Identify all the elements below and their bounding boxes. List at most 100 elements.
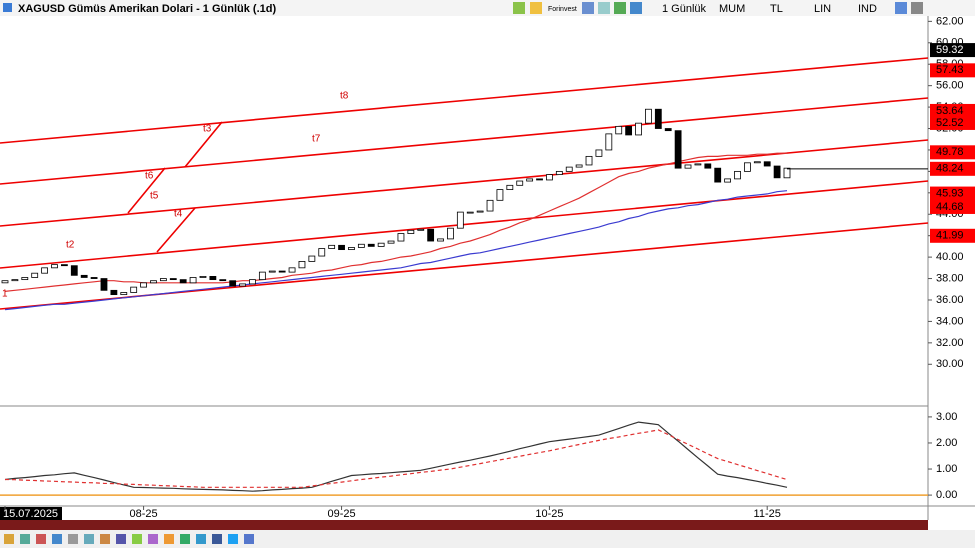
candle-body bbox=[704, 163, 712, 169]
icon[interactable] bbox=[895, 2, 907, 14]
trend-line bbox=[0, 180, 929, 269]
price-label-box bbox=[930, 115, 975, 130]
price-label: 41.99 bbox=[936, 230, 964, 242]
candle-body bbox=[773, 165, 781, 179]
icon[interactable] bbox=[196, 534, 206, 544]
candle-body bbox=[417, 228, 425, 231]
trend-label: t2 bbox=[66, 240, 75, 251]
trend-label: t5 bbox=[150, 191, 159, 202]
price-label-box bbox=[930, 103, 975, 118]
trend-label: t3 bbox=[203, 124, 212, 135]
icon[interactable] bbox=[598, 2, 610, 14]
candle-body bbox=[130, 286, 138, 293]
icon[interactable] bbox=[164, 534, 174, 544]
icon[interactable] bbox=[513, 2, 525, 14]
menu-icon[interactable] bbox=[3, 3, 12, 12]
icon[interactable] bbox=[52, 534, 62, 544]
icon[interactable] bbox=[148, 534, 158, 544]
y-tick-label: 3.00 bbox=[936, 411, 957, 423]
icon[interactable] bbox=[68, 534, 78, 544]
candle-body bbox=[169, 278, 177, 281]
chart-title: XAGUSD Gümüs Amerikan Dolari - 1 Günlük … bbox=[18, 3, 276, 15]
scale[interactable]: LIN bbox=[814, 3, 831, 15]
candle-body bbox=[338, 244, 345, 251]
price-label: 53.64 bbox=[936, 105, 964, 117]
candle-body bbox=[575, 164, 583, 168]
icon[interactable] bbox=[84, 534, 94, 544]
candle-body bbox=[674, 130, 682, 169]
price-label-box bbox=[930, 199, 975, 214]
candle-body bbox=[506, 184, 514, 191]
price-label-box bbox=[930, 228, 975, 243]
period[interactable]: 1 Günlük bbox=[662, 3, 707, 15]
candle-body bbox=[546, 174, 553, 181]
trend-line bbox=[0, 139, 929, 227]
currency[interactable]: TL bbox=[770, 3, 783, 15]
candle-body bbox=[625, 125, 633, 136]
icon[interactable] bbox=[212, 534, 222, 544]
candle-body bbox=[447, 227, 454, 240]
toolbar bbox=[0, 0, 975, 16]
x-tick-label: 09-25 bbox=[327, 508, 355, 520]
trend-lines bbox=[0, 57, 929, 310]
candle-body bbox=[635, 122, 642, 136]
icon[interactable] bbox=[582, 2, 594, 14]
candle-body bbox=[585, 155, 593, 166]
price-label: 44.68 bbox=[936, 201, 964, 213]
trend-label: 1 bbox=[2, 289, 8, 300]
candle-body bbox=[70, 265, 78, 276]
line-series bbox=[4, 190, 788, 311]
icon[interactable] bbox=[530, 2, 542, 14]
candle-body bbox=[526, 178, 534, 182]
icon[interactable] bbox=[100, 534, 110, 544]
price-label-box bbox=[930, 161, 975, 176]
candle-body bbox=[714, 167, 722, 183]
candle-body bbox=[268, 270, 276, 273]
y-tick-label: 40.00 bbox=[936, 251, 964, 263]
price-label: 52.52 bbox=[936, 117, 964, 129]
icon[interactable] bbox=[180, 534, 190, 544]
icon[interactable] bbox=[116, 534, 126, 544]
icon[interactable] bbox=[36, 534, 46, 544]
candle-body bbox=[664, 128, 672, 132]
candle-body bbox=[199, 276, 207, 278]
candle-body bbox=[21, 277, 29, 281]
icon[interactable] bbox=[132, 534, 142, 544]
candle-body bbox=[258, 271, 266, 281]
candle-body bbox=[308, 255, 316, 262]
scrollbar[interactable] bbox=[0, 520, 928, 530]
candle-body bbox=[219, 279, 227, 282]
icon[interactable] bbox=[630, 2, 642, 14]
icon[interactable] bbox=[4, 534, 14, 544]
candle-body bbox=[753, 161, 761, 164]
candle-body bbox=[348, 247, 355, 251]
y-tick-label: 56.00 bbox=[936, 80, 964, 92]
icon[interactable] bbox=[614, 2, 626, 14]
trend-label: t4 bbox=[174, 209, 183, 220]
y-tick-label: 0.00 bbox=[936, 489, 957, 501]
candle-body bbox=[120, 292, 128, 296]
icon[interactable] bbox=[911, 2, 923, 14]
candle-body bbox=[239, 283, 246, 287]
icon[interactable] bbox=[244, 534, 254, 544]
chart-style[interactable]: MUM bbox=[719, 3, 745, 15]
candle-body bbox=[486, 199, 494, 212]
x-tick-label: 10-25 bbox=[535, 508, 563, 520]
candle-body bbox=[595, 149, 603, 157]
candle-body bbox=[437, 238, 444, 242]
candle-body bbox=[555, 170, 563, 176]
candle-body bbox=[565, 166, 573, 172]
icon[interactable] bbox=[228, 534, 238, 544]
candle-body bbox=[387, 240, 395, 244]
candle-body bbox=[249, 279, 256, 285]
candle-body bbox=[140, 282, 147, 288]
indicators[interactable]: IND bbox=[858, 3, 877, 15]
candle-body bbox=[80, 274, 88, 278]
trend-label: t8 bbox=[340, 91, 349, 102]
icon[interactable] bbox=[20, 534, 30, 544]
candle-body bbox=[645, 108, 652, 124]
candle-body bbox=[407, 229, 415, 234]
candle-body bbox=[476, 210, 484, 213]
bottom-icons bbox=[4, 534, 254, 544]
line-series bbox=[4, 421, 788, 492]
